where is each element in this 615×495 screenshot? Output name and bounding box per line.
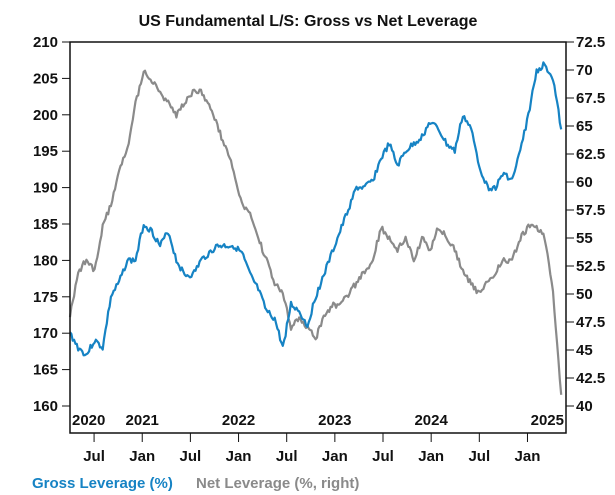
x-year-label: 2023 <box>318 412 351 429</box>
x-year-label: 2020 <box>72 412 105 429</box>
right-tick-label: 72.5 <box>576 34 605 51</box>
right-tick-label: 45 <box>576 342 593 359</box>
right-tick-label: 42.5 <box>576 370 605 387</box>
left-tick-label: 160 <box>33 398 58 415</box>
right-tick-label: 57.5 <box>576 202 605 219</box>
x-month-label: Jan <box>418 448 444 465</box>
left-tick-label: 200 <box>33 107 58 124</box>
x-year-label: 2021 <box>126 412 159 429</box>
x-month-label: Jan <box>129 448 155 465</box>
right-tick-label: 60 <box>576 174 593 191</box>
left-tick-label: 175 <box>33 289 58 306</box>
x-month-label: Jul <box>276 448 298 465</box>
right-tick-label: 52.5 <box>576 258 605 275</box>
right-tick-label: 67.5 <box>576 90 605 107</box>
x-month-label: Jan <box>226 448 252 465</box>
left-tick-label: 170 <box>33 325 58 342</box>
x-month-label: Jul <box>83 448 105 465</box>
right-tick-label: 55 <box>576 230 593 247</box>
left-tick-label: 190 <box>33 180 58 197</box>
left-tick-label: 185 <box>33 216 58 233</box>
left-tick-label: 205 <box>33 70 58 87</box>
right-tick-label: 65 <box>576 118 593 135</box>
x-month-label: Jul <box>468 448 490 465</box>
left-tick-label: 210 <box>33 34 58 51</box>
legend-gross: Gross Leverage (%) <box>32 475 173 492</box>
left-tick-label: 165 <box>33 362 58 379</box>
left-tick-label: 180 <box>33 252 58 269</box>
right-tick-label: 47.5 <box>576 314 605 331</box>
net-leverage-line <box>68 69 563 395</box>
chart-title: US Fundamental L/S: Gross vs Net Leverag… <box>139 13 478 30</box>
x-year-label: 2024 <box>414 412 448 429</box>
right-tick-label: 62.5 <box>576 146 605 163</box>
x-month-label: Jul <box>372 448 394 465</box>
plot-frame <box>69 41 567 434</box>
right-tick-label: 70 <box>576 62 593 79</box>
x-month-label: Jan <box>515 448 541 465</box>
right-tick-label: 50 <box>576 286 593 303</box>
x-month-label: Jul <box>180 448 202 465</box>
x-year-label: 2022 <box>222 412 255 429</box>
right-tick-label: 40 <box>576 398 593 415</box>
legend-net: Net Leverage (%, right) <box>196 475 359 492</box>
x-month-label: Jan <box>322 448 348 465</box>
x-year-label: 2025 <box>531 412 564 429</box>
left-tick-label: 195 <box>33 143 58 160</box>
gross-leverage-line <box>69 61 563 357</box>
